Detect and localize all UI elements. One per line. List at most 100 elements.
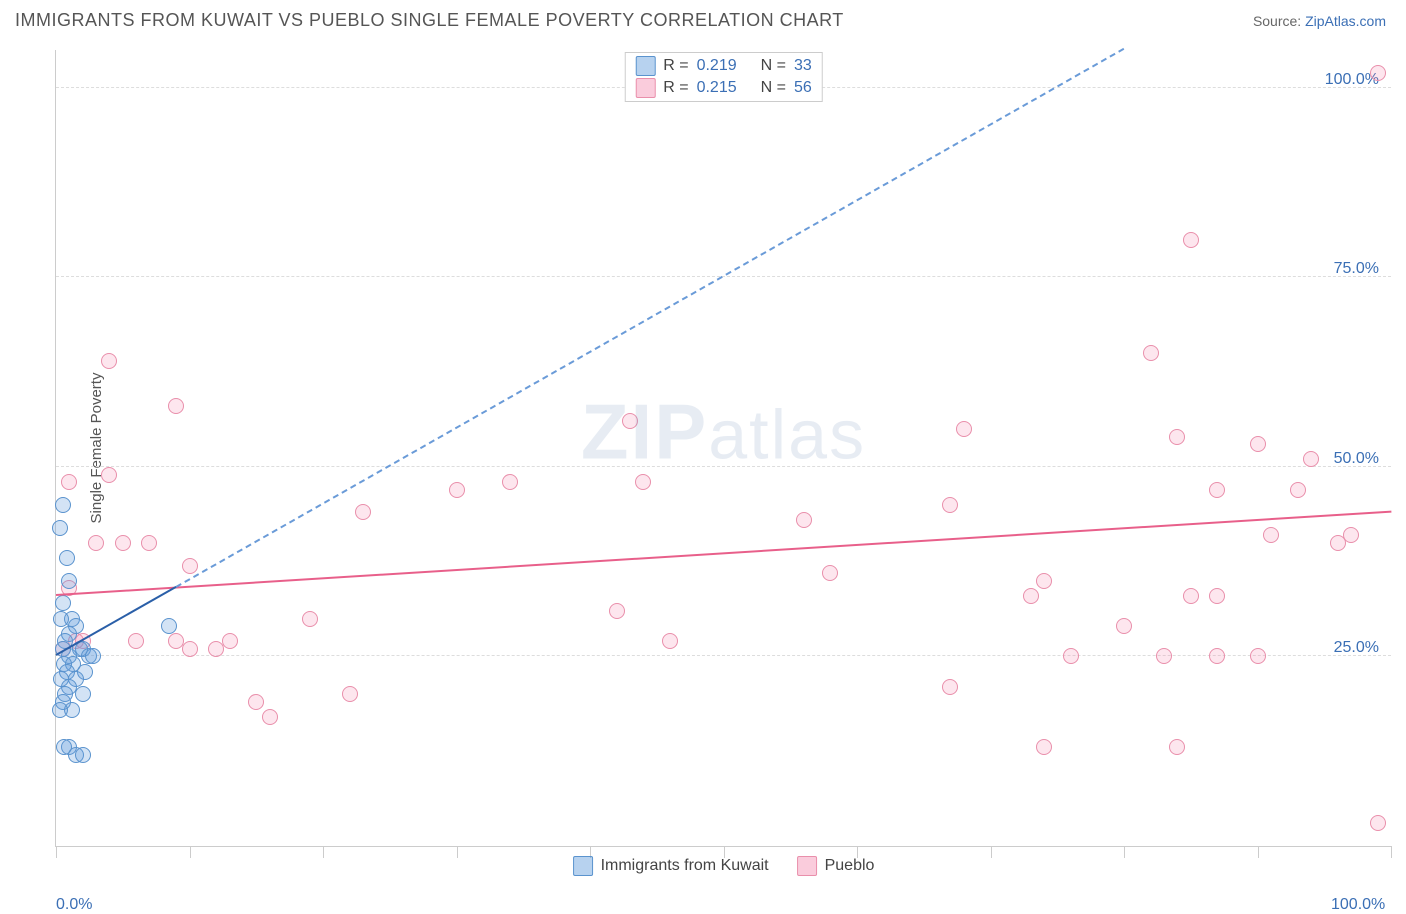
n-value: 33: [794, 57, 812, 75]
x-tick: [1124, 846, 1125, 858]
swatch-pink-icon: [797, 856, 817, 876]
chart-header: IMMIGRANTS FROM KUWAIT VS PUEBLO SINGLE …: [0, 0, 1406, 36]
data-point: [342, 686, 358, 702]
data-point: [101, 467, 117, 483]
data-point: [662, 633, 678, 649]
data-point: [61, 474, 77, 490]
data-point: [262, 709, 278, 725]
data-point: [1169, 429, 1185, 445]
data-point: [1156, 648, 1172, 664]
data-point: [942, 679, 958, 695]
chart-title: IMMIGRANTS FROM KUWAIT VS PUEBLO SINGLE …: [15, 10, 844, 31]
data-point: [1370, 65, 1386, 81]
data-point: [141, 535, 157, 551]
r-label: R =: [663, 57, 688, 75]
data-point: [1209, 482, 1225, 498]
data-point: [502, 474, 518, 490]
data-point: [168, 398, 184, 414]
data-point: [248, 694, 264, 710]
r-label: R =: [663, 79, 688, 97]
y-tick-label: 75.0%: [1334, 260, 1379, 278]
data-point: [355, 504, 371, 520]
series-legend: Immigrants from Kuwait Pueblo: [573, 856, 875, 876]
data-point: [1023, 588, 1039, 604]
x-tick: [1258, 846, 1259, 858]
data-point: [1343, 527, 1359, 543]
data-point: [59, 550, 75, 566]
legend-item-pink: Pueblo: [797, 856, 875, 876]
legend-label: Pueblo: [825, 857, 875, 875]
data-point: [115, 535, 131, 551]
gridline: [56, 655, 1391, 656]
data-point: [85, 648, 101, 664]
legend-row-series2: R = 0.215 N = 56: [635, 77, 812, 99]
data-point: [182, 558, 198, 574]
data-point: [1036, 739, 1052, 755]
data-point: [942, 497, 958, 513]
y-tick-label: 50.0%: [1334, 450, 1379, 468]
correlation-chart: Single Female Poverty 25.0%50.0%75.0%100…: [55, 50, 1391, 847]
swatch-pink-icon: [635, 78, 655, 98]
data-point: [449, 482, 465, 498]
gridline: [56, 466, 1391, 467]
data-point: [1116, 618, 1132, 634]
plot-area: 25.0%50.0%75.0%100.0%: [56, 50, 1391, 846]
data-point: [101, 353, 117, 369]
data-point: [1063, 648, 1079, 664]
legend-label: Immigrants from Kuwait: [601, 857, 769, 875]
data-point: [55, 595, 71, 611]
data-point: [609, 603, 625, 619]
data-point: [1183, 232, 1199, 248]
x-tick: [991, 846, 992, 858]
r-value: 0.215: [697, 79, 737, 97]
data-point: [302, 611, 318, 627]
data-point: [1263, 527, 1279, 543]
data-point: [1209, 588, 1225, 604]
n-label: N =: [761, 57, 786, 75]
data-point: [222, 633, 238, 649]
data-point: [1370, 815, 1386, 831]
data-point: [75, 686, 91, 702]
trendline: [176, 48, 1125, 588]
data-point: [1143, 345, 1159, 361]
swatch-blue-icon: [573, 856, 593, 876]
y-tick-label: 25.0%: [1334, 639, 1379, 657]
data-point: [52, 702, 68, 718]
data-point: [1290, 482, 1306, 498]
data-point: [956, 421, 972, 437]
n-label: N =: [761, 79, 786, 97]
source-prefix: Source:: [1253, 13, 1305, 29]
trendline: [56, 510, 1391, 595]
data-point: [52, 520, 68, 536]
swatch-blue-icon: [635, 56, 655, 76]
data-point: [1169, 739, 1185, 755]
data-point: [622, 413, 638, 429]
x-tick: [323, 846, 324, 858]
data-point: [53, 611, 69, 627]
legend-item-blue: Immigrants from Kuwait: [573, 856, 769, 876]
data-point: [75, 747, 91, 763]
data-point: [1209, 648, 1225, 664]
r-value: 0.219: [697, 57, 737, 75]
data-point: [1183, 588, 1199, 604]
data-point: [88, 535, 104, 551]
data-point: [182, 641, 198, 657]
data-point: [635, 474, 651, 490]
data-point: [55, 497, 71, 513]
data-point: [796, 512, 812, 528]
x-tick: [1391, 846, 1392, 858]
data-point: [1250, 436, 1266, 452]
data-point: [61, 573, 77, 589]
data-point: [128, 633, 144, 649]
data-point: [1250, 648, 1266, 664]
stats-legend: R = 0.219 N = 33 R = 0.215 N = 56: [624, 52, 823, 102]
data-point: [822, 565, 838, 581]
source-link[interactable]: ZipAtlas.com: [1305, 13, 1386, 29]
x-tick: [56, 846, 57, 858]
x-tick-label: 100.0%: [1331, 896, 1385, 914]
legend-row-series1: R = 0.219 N = 33: [635, 55, 812, 77]
x-tick: [457, 846, 458, 858]
n-value: 56: [794, 79, 812, 97]
source-attribution: Source: ZipAtlas.com: [1253, 13, 1386, 29]
x-tick-label: 0.0%: [56, 896, 92, 914]
